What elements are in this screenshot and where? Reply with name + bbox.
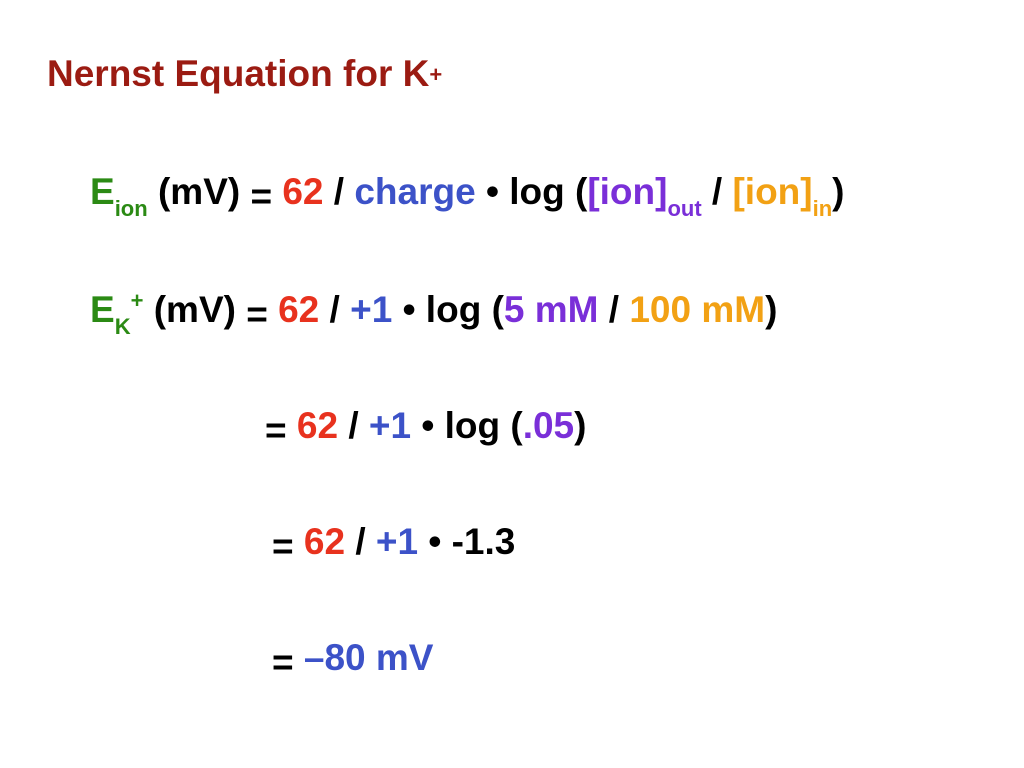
ion-out-subscript: out <box>667 196 702 221</box>
general-equation: Eion (mV) = 62 / charge • log ([ion]out … <box>90 168 845 221</box>
ion-out-term: [ion] <box>587 171 668 212</box>
constant: 62 <box>267 289 320 330</box>
divide-operator: / <box>701 171 733 212</box>
ion-in-term: [ion] <box>732 171 813 212</box>
slide-title: Nernst Equation for K+ <box>47 50 442 103</box>
result-value: –80 mV <box>293 637 434 678</box>
title-superscript: + <box>429 62 443 87</box>
ratio-value: .05 <box>522 405 575 446</box>
units: (mV) <box>143 289 247 330</box>
divide-operator: / <box>323 171 355 212</box>
title-text: Nernst Equation for K <box>47 53 430 94</box>
units: (mV) <box>147 171 251 212</box>
close-paren: ) <box>765 289 778 330</box>
constant: 62 <box>286 405 339 446</box>
divide-operator: / <box>319 289 351 330</box>
step-two: = 62 / +1 • -1.3 <box>272 518 516 567</box>
charge-term: charge <box>354 171 476 212</box>
close-paren: ) <box>574 405 587 446</box>
log-operator: • log ( <box>392 289 504 330</box>
divide-operator: / <box>338 405 369 446</box>
equals-sign: = <box>265 410 287 451</box>
equals-sign: = <box>272 642 294 683</box>
ion-in-subscript: in <box>812 196 833 221</box>
equals-sign: = <box>272 526 294 567</box>
close-paren: ) <box>832 171 845 212</box>
e-superscript: + <box>130 288 144 313</box>
step-one: = 62 / +1 • log (.05) <box>265 402 587 451</box>
constant: 62 <box>293 521 346 562</box>
e-subscript: K <box>114 314 131 339</box>
divide-operator: / <box>598 289 630 330</box>
equals-sign: = <box>246 294 268 335</box>
charge-value: +1 <box>350 289 393 330</box>
charge-value: +1 <box>368 405 412 446</box>
conc-out-value: 5 mM <box>503 289 599 330</box>
constant: 62 <box>272 171 324 212</box>
final-result: = –80 mV <box>272 634 434 683</box>
log-operator: • log ( <box>411 405 523 446</box>
divide-operator: / <box>345 521 376 562</box>
e-symbol: E <box>90 289 115 330</box>
log-operator: • log ( <box>475 171 588 212</box>
log-result: • -1.3 <box>418 521 516 562</box>
e-subscript: ion <box>114 196 148 221</box>
conc-in-value: 100 mM <box>629 289 766 330</box>
charge-value: +1 <box>375 521 419 562</box>
e-symbol: E <box>90 171 115 212</box>
potassium-equation: EK+ (mV) = 62 / +1 • log (5 mM / 100 mM) <box>90 286 777 339</box>
equals-sign: = <box>250 176 273 217</box>
